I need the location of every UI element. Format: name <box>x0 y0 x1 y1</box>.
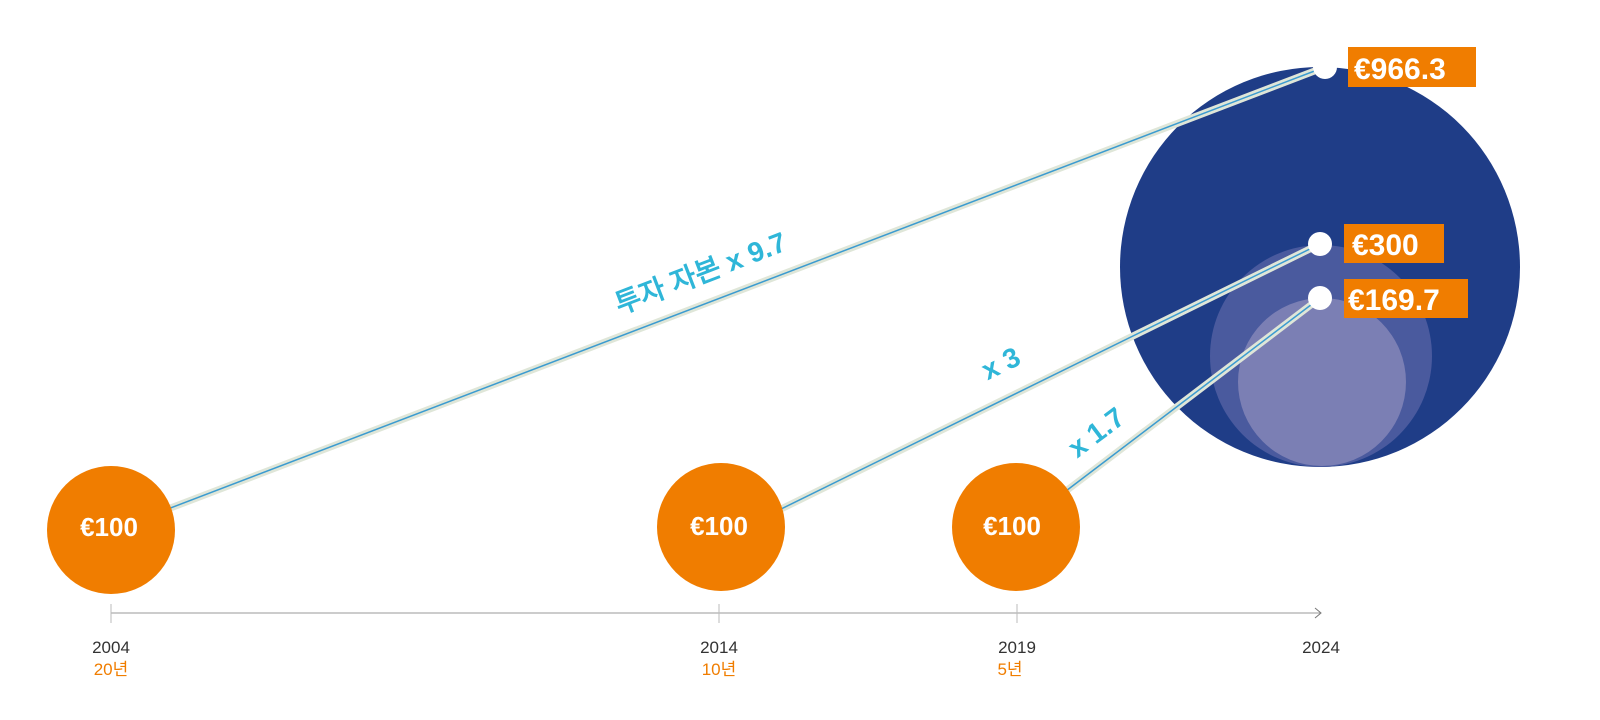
growth-line-5y <box>1059 295 1323 497</box>
start-circle-2019 <box>952 463 1080 591</box>
end-value-box-20y <box>1348 47 1476 87</box>
year-label-2014: 2014 <box>700 638 738 657</box>
multiplier-10y: x 3 <box>977 341 1026 386</box>
growth-line-20y <box>158 63 1327 516</box>
result-circle-5y <box>1238 298 1406 466</box>
end-value-5y: €169.7 <box>1348 284 1440 317</box>
end-value-box-10y <box>1344 224 1444 263</box>
end-value-box-5y <box>1344 279 1468 318</box>
end-dot-10y <box>1308 232 1332 256</box>
growth-line-10y <box>773 240 1322 516</box>
timeline-axis <box>110 604 1322 623</box>
start-value-2014: €100 <box>690 511 748 541</box>
end-dot-20y <box>1313 55 1337 79</box>
duration-label-10y: 10년 <box>702 660 737 679</box>
duration-label-20y: 20년 <box>94 660 129 679</box>
start-value-2004: €100 <box>80 512 138 542</box>
start-circle-2014 <box>657 463 785 591</box>
year-label-2019: 2019 <box>998 638 1036 657</box>
start-value-2019: €100 <box>983 511 1041 541</box>
year-label-2004: 2004 <box>92 638 130 657</box>
end-dot-5y <box>1308 286 1332 310</box>
start-circle-2004 <box>47 466 175 594</box>
year-label-2024: 2024 <box>1302 638 1340 657</box>
multiplier-5y: x 1.7 <box>1062 401 1130 463</box>
end-value-20y: €966.3 <box>1354 53 1446 86</box>
end-value-10y: €300 <box>1352 229 1419 262</box>
duration-label-5y: 5년 <box>997 660 1022 679</box>
